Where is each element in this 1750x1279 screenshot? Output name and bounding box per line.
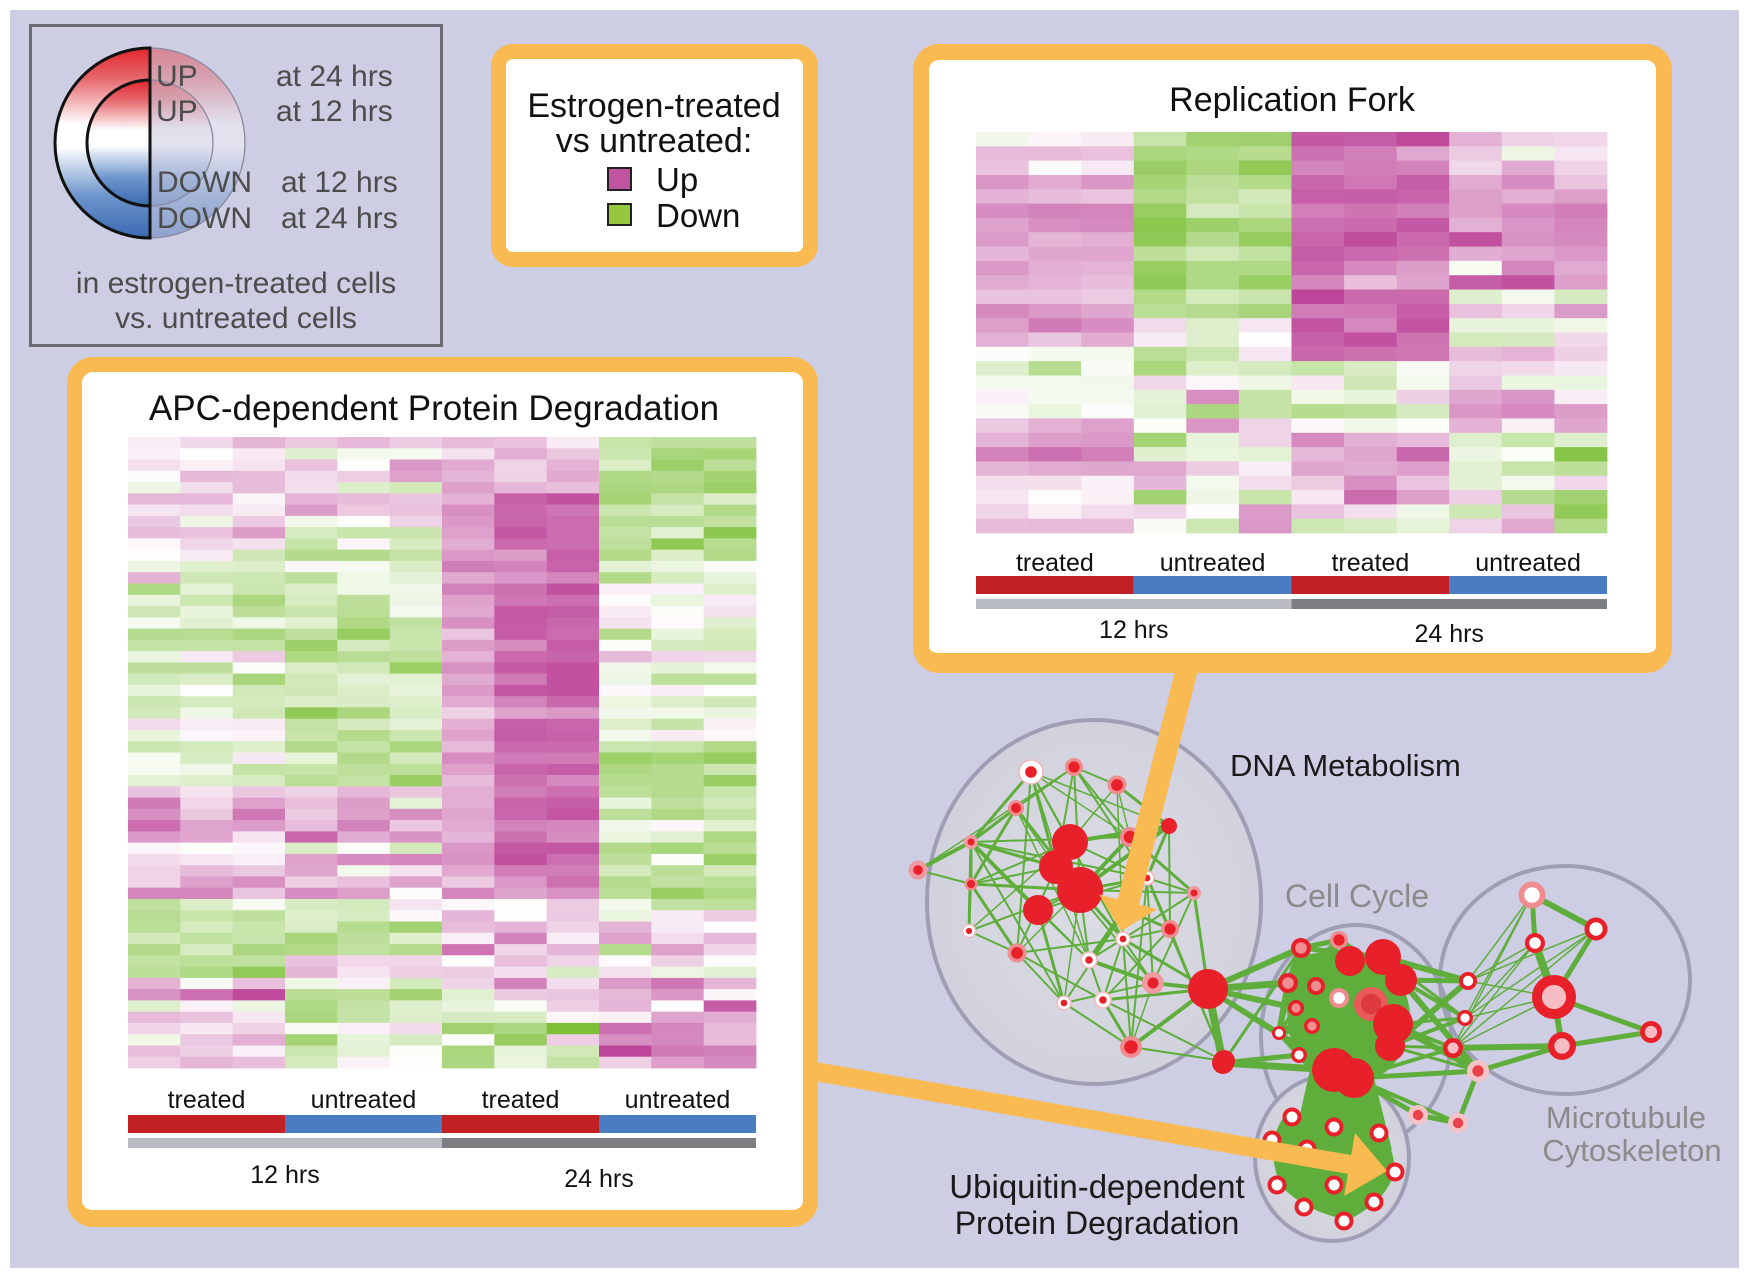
svg-text:DNA Metabolism: DNA Metabolism (1230, 748, 1461, 783)
svg-text:UP: UP (156, 95, 198, 128)
svg-text:at 24 hrs: at 24 hrs (281, 202, 398, 235)
svg-text:12 hrs: 12 hrs (250, 1161, 319, 1189)
svg-text:treated: treated (482, 1086, 560, 1114)
svg-text:UP: UP (156, 60, 198, 93)
svg-text:Down: Down (656, 197, 740, 234)
svg-text:Microtubule: Microtubule (1546, 1100, 1706, 1135)
svg-text:at 12 hrs: at 12 hrs (281, 166, 398, 199)
svg-text:Up: Up (656, 161, 698, 198)
svg-text:DOWN: DOWN (157, 202, 252, 235)
svg-text:untreated: untreated (1475, 549, 1581, 577)
svg-text:12 hrs: 12 hrs (1099, 616, 1168, 644)
svg-text:treated: treated (1016, 549, 1094, 577)
svg-text:Protein Degradation: Protein Degradation (955, 1205, 1240, 1241)
svg-text:24 hrs: 24 hrs (564, 1165, 633, 1193)
svg-text:Cell Cycle: Cell Cycle (1285, 878, 1429, 914)
svg-text:untreated: untreated (311, 1086, 417, 1114)
svg-text:in estrogen-treated cells: in estrogen-treated cells (76, 267, 396, 300)
svg-text:treated: treated (168, 1086, 246, 1114)
svg-text:treated: treated (1331, 549, 1409, 577)
svg-text:untreated: untreated (625, 1086, 731, 1114)
svg-text:untreated: untreated (1160, 549, 1266, 577)
svg-text:Replication Fork: Replication Fork (1169, 81, 1416, 119)
svg-text:24 hrs: 24 hrs (1414, 620, 1483, 648)
svg-text:Estrogen-treated: Estrogen-treated (527, 87, 780, 125)
svg-text:Cytoskeleton: Cytoskeleton (1542, 1133, 1721, 1168)
svg-text:vs untreated:: vs untreated: (556, 122, 753, 160)
svg-text:at 12 hrs: at 12 hrs (276, 95, 393, 128)
svg-text:Ubiquitin-dependent: Ubiquitin-dependent (949, 1168, 1244, 1205)
svg-text:DOWN: DOWN (157, 166, 252, 199)
svg-text:APC-dependent Protein Degradat: APC-dependent Protein Degradation (149, 389, 719, 428)
svg-text:vs. untreated cells: vs. untreated cells (115, 302, 357, 335)
svg-text:at 24 hrs: at 24 hrs (276, 60, 393, 93)
